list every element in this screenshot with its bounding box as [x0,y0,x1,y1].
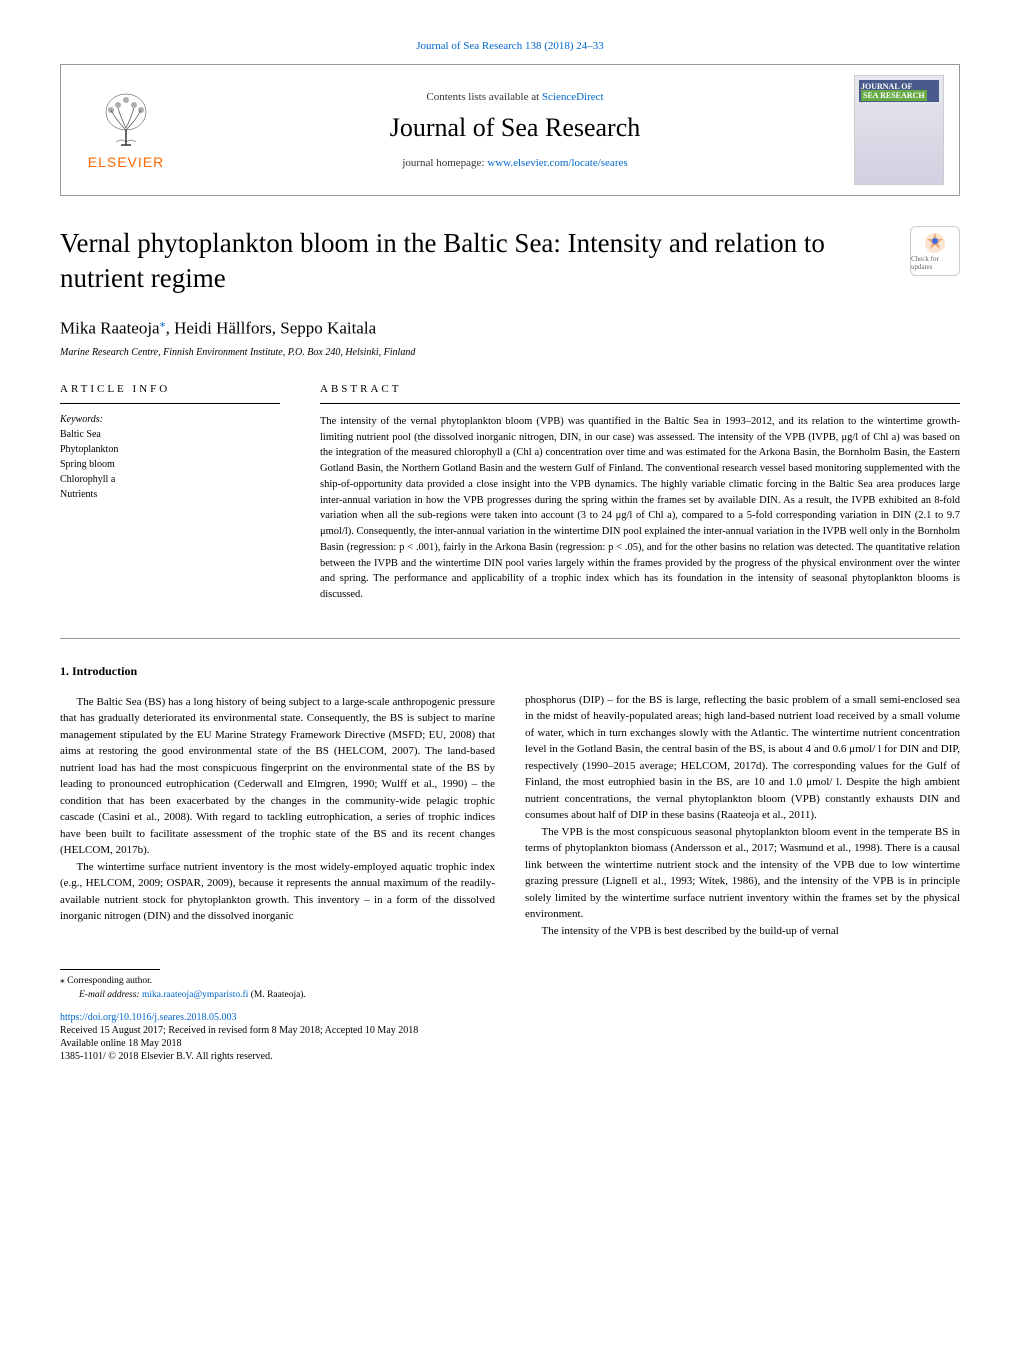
section-divider [60,638,960,639]
body-text-left: The Baltic Sea (BS) has a long history o… [60,694,495,925]
keyword: Nutrients [60,487,280,502]
corresponding-footnote: ⁎ Corresponding author. [60,975,960,988]
authors: Mika Raateoja⁎, Heidi Hällfors, Seppo Ka… [60,316,960,339]
sciencedirect-link[interactable]: ScienceDirect [542,91,604,103]
author-primary: Mika Raateoja [60,319,160,338]
two-column-body: 1. Introduction The Baltic Sea (BS) has … [60,664,960,940]
journal-name: Journal of Sea Research [176,113,854,143]
copyright: 1385-1101/ © 2018 Elsevier B.V. All righ… [60,1051,960,1062]
left-column: 1. Introduction The Baltic Sea (BS) has … [60,664,495,940]
homepage-line: journal homepage: www.elsevier.com/locat… [176,157,854,169]
info-abstract-row: ARTICLE INFO Keywords: Baltic Sea Phytop… [60,383,960,603]
body-text-right: phosphorus (DIP) – for the BS is large, … [525,692,960,940]
paragraph: The Baltic Sea (BS) has a long history o… [60,694,495,859]
keyword: Phytoplankton [60,442,280,457]
abstract-header: ABSTRACT [320,383,960,395]
journal-cover-thumbnail[interactable]: JOURNAL OF SEA RESEARCH [854,75,944,185]
cover-journal-label: JOURNAL OF SEA RESEARCH [859,80,939,102]
available-date: Available online 18 May 2018 [60,1038,960,1049]
keyword: Spring bloom [60,457,280,472]
contents-available: Contents lists available at ScienceDirec… [176,91,854,103]
abstract-text: The intensity of the vernal phytoplankto… [320,414,960,603]
email-footnote: E-mail address: mika.raateoja@ymparisto.… [60,989,960,1002]
paragraph: The VPB is the most conspicuous seasonal… [525,824,960,923]
keyword: Baltic Sea [60,427,280,442]
article-info: ARTICLE INFO Keywords: Baltic Sea Phytop… [60,383,280,603]
email-suffix: (M. Raateoja). [248,990,306,1000]
keywords-list: Baltic Sea Phytoplankton Spring bloom Ch… [60,427,280,502]
updates-text: Check for updates [911,255,959,271]
paragraph: The intensity of the VPB is best describ… [525,923,960,940]
article-info-header: ARTICLE INFO [60,383,280,395]
journal-reference-link[interactable]: Journal of Sea Research 138 (2018) 24–33 [60,40,960,52]
keywords-label: Keywords: [60,414,280,425]
abstract: ABSTRACT The intensity of the vernal phy… [320,383,960,603]
authors-rest: , Heidi Hällfors, Seppo Kaitala [166,319,377,338]
header-center: Contents lists available at ScienceDirec… [176,91,854,169]
right-column: phosphorus (DIP) – for the BS is large, … [525,664,960,940]
updates-icon [923,231,947,255]
received-dates: Received 15 August 2017; Received in rev… [60,1025,960,1036]
check-updates-badge[interactable]: Check for updates [910,226,960,276]
elsevier-tree-icon [96,90,156,150]
paragraph: phosphorus (DIP) – for the BS is large, … [525,692,960,824]
doi-link[interactable]: https://doi.org/10.1016/j.seares.2018.05… [60,1012,960,1023]
affiliation: Marine Research Centre, Finnish Environm… [60,347,960,358]
homepage-prefix: journal homepage: [402,157,487,169]
homepage-link[interactable]: www.elsevier.com/locate/seares [487,157,627,169]
footer-divider [60,969,160,970]
journal-header: ELSEVIER Contents lists available at Sci… [60,64,960,196]
paper-title: Vernal phytoplankton bloom in the Baltic… [60,226,890,296]
page-container: Journal of Sea Research 138 (2018) 24–33… [0,0,1020,1102]
elsevier-logo[interactable]: ELSEVIER [76,80,176,180]
elsevier-text: ELSEVIER [88,154,164,170]
title-row: Vernal phytoplankton bloom in the Baltic… [60,226,960,296]
email-label: E-mail address: [79,990,142,1000]
contents-prefix: Contents lists available at [426,91,541,103]
paragraph: The wintertime surface nutrient inventor… [60,859,495,925]
info-divider [60,403,280,404]
abstract-divider [320,403,960,404]
email-link[interactable]: mika.raateoja@ymparisto.fi [142,990,248,1000]
keyword: Chlorophyll a [60,472,280,487]
section-heading: 1. Introduction [60,664,495,679]
